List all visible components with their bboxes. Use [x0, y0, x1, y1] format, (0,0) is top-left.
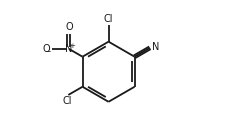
Text: −: −	[44, 47, 51, 56]
Text: N: N	[65, 44, 72, 54]
Text: Cl: Cl	[103, 14, 113, 24]
Text: N: N	[151, 42, 158, 52]
Text: O: O	[43, 44, 50, 54]
Text: O: O	[65, 22, 72, 32]
Text: +: +	[69, 43, 74, 49]
Text: Cl: Cl	[63, 96, 72, 106]
